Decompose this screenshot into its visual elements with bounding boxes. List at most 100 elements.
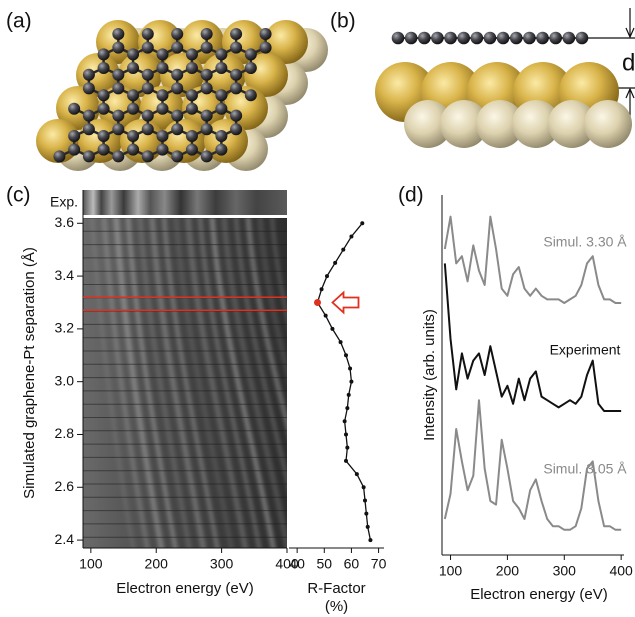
x-tick-label: 50 <box>316 556 332 572</box>
carbon-atom <box>200 68 213 81</box>
carbon-atom <box>200 82 213 95</box>
carbon-atom <box>97 48 110 61</box>
carbon-atom <box>127 143 140 156</box>
r-factor-point <box>361 485 366 490</box>
pt-atom-lower <box>584 100 632 148</box>
carbon-atom <box>496 31 510 45</box>
carbon-atom <box>156 62 169 74</box>
carbon-atom <box>200 28 213 40</box>
carbon-atom <box>82 109 95 122</box>
carbon-atom <box>185 130 198 142</box>
carbon-atom <box>141 109 154 122</box>
carbon-atom <box>156 130 169 142</box>
heatmap-stripe <box>102 218 150 548</box>
carbon-atom <box>215 48 228 61</box>
spectrum-line <box>443 215 622 304</box>
x-tick-label: 40 <box>289 556 305 572</box>
x-tick-label: 400 <box>275 556 299 572</box>
carbon-atom <box>215 130 228 142</box>
carbon-atom <box>200 41 213 54</box>
y-tick-label: 3.2 <box>55 320 75 336</box>
heatmap-stripe <box>138 218 192 548</box>
carbon-atom <box>97 143 110 156</box>
carbon-atom <box>141 28 154 40</box>
carbon-atom <box>536 31 549 45</box>
pt-atom-lower <box>548 100 596 148</box>
y-axis-label: Intensity (arb. units) <box>421 309 438 441</box>
y-tick-label: 3.6 <box>55 214 75 230</box>
carbon-atom <box>244 62 257 74</box>
carbon-atom <box>230 82 243 95</box>
x-tick-label: 200 <box>145 556 169 572</box>
carbon-atom <box>404 31 418 45</box>
r-factor-point <box>368 538 373 543</box>
pt-atom <box>264 20 308 64</box>
r-factor-point <box>360 221 365 226</box>
carbon-atom <box>112 82 125 95</box>
dimension-arrow <box>625 87 635 99</box>
carbon-atom <box>97 102 110 115</box>
carbon-atom <box>215 143 228 156</box>
heatmap-stripe <box>234 218 287 487</box>
carbon-atom <box>244 48 257 61</box>
carbon-atom <box>97 62 110 74</box>
carbon-atom <box>112 68 125 81</box>
dimension-arrow <box>625 27 635 39</box>
heatmap-stripe <box>174 218 234 548</box>
carbon-atom <box>457 31 471 45</box>
r-factor-point <box>333 260 338 265</box>
heatmap-stripe <box>270 218 287 324</box>
carbon-atom <box>185 102 198 115</box>
carbon-atom <box>523 31 536 45</box>
carbon-atom <box>127 62 140 74</box>
panel-label: (c) <box>6 184 31 207</box>
x-tick-label: 300 <box>210 556 234 572</box>
series-label: Simul. 3.05 Å <box>543 461 627 477</box>
heatmap-stripe <box>90 218 135 548</box>
r-factor-line <box>316 222 372 541</box>
carbon-atom <box>141 41 154 54</box>
pt-atom <box>162 119 206 163</box>
heatmap-stripe <box>149 218 206 548</box>
y-tick-label: 3.0 <box>55 372 75 388</box>
x-tick-label: 200 <box>496 563 520 579</box>
carbon-atom <box>141 150 154 163</box>
y-axis-label: Simulated graphene-Pt separation (Å) <box>21 247 38 499</box>
carbon-atom <box>127 48 140 61</box>
r-factor-point <box>338 340 343 345</box>
r-factor-point <box>345 445 350 450</box>
carbon-atom <box>156 48 169 61</box>
carbon-atom <box>53 150 66 163</box>
carbon-atom <box>156 102 169 115</box>
carbon-atom <box>230 109 243 122</box>
x-axis-label: Electron energy (eV) <box>116 580 254 597</box>
carbon-atom <box>575 31 589 45</box>
carbon-atom <box>141 123 154 136</box>
carbon-atom <box>127 89 140 102</box>
carbon-atom <box>549 31 562 45</box>
carbon-atom <box>112 150 125 163</box>
r-factor-point <box>349 234 354 239</box>
heatmap-image <box>83 218 287 548</box>
carbon-atom <box>185 62 198 74</box>
carbon-atom <box>141 82 154 95</box>
heatmap-stripe <box>126 218 177 548</box>
minimum-arrow <box>331 290 360 315</box>
carbon-atom <box>259 41 272 54</box>
heatmap-stripe <box>113 218 164 548</box>
r-factor-point <box>346 392 351 397</box>
carbon-atom <box>127 130 140 142</box>
pt-atom-lower <box>440 100 488 148</box>
pt-atom-lower <box>404 100 452 148</box>
panel-label: (b) <box>330 10 356 33</box>
r-factor-point <box>330 326 335 331</box>
heatmap-stripe <box>198 218 261 548</box>
carbon-atom <box>82 82 95 95</box>
carbon-atom <box>171 28 184 40</box>
x-tick-label: 400 <box>609 563 633 579</box>
carbon-atom <box>259 28 272 40</box>
carbon-atom <box>97 89 110 102</box>
carbon-atom <box>200 150 213 163</box>
heatmap-stripe <box>210 218 276 548</box>
